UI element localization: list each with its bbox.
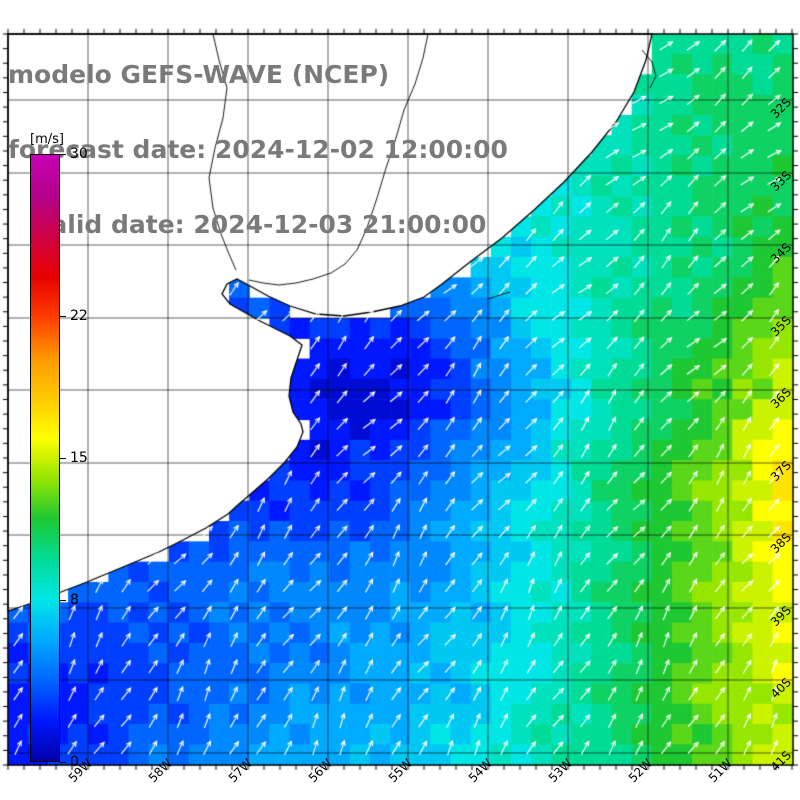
colorbar-ticks: 30 22 15 8 0 xyxy=(30,146,140,770)
colorbar: [m/s] 30 22 15 8 0 xyxy=(30,132,140,782)
model-name: modelo GEFS-WAVE (NCEP) xyxy=(8,60,390,89)
colorbar-tick xyxy=(60,316,66,318)
colorbar-tick-label: 30 xyxy=(70,146,88,162)
colorbar-tick xyxy=(60,762,66,763)
colorbar-tick xyxy=(60,458,66,459)
colorbar-tick xyxy=(60,599,66,601)
forecast-date: forecast date: 2024-12-02 12:00:00 xyxy=(8,135,508,164)
colorbar-tick-label: 22 xyxy=(70,308,88,325)
colorbar-tick-label: 0 xyxy=(70,754,79,770)
colorbar-tick-label: 8 xyxy=(70,591,79,608)
colorbar-unit-label: [m/s] xyxy=(30,132,64,147)
colorbar-gradient xyxy=(30,154,60,762)
colorbar-tick-label: 15 xyxy=(70,450,88,466)
colorbar-tick xyxy=(60,154,66,155)
